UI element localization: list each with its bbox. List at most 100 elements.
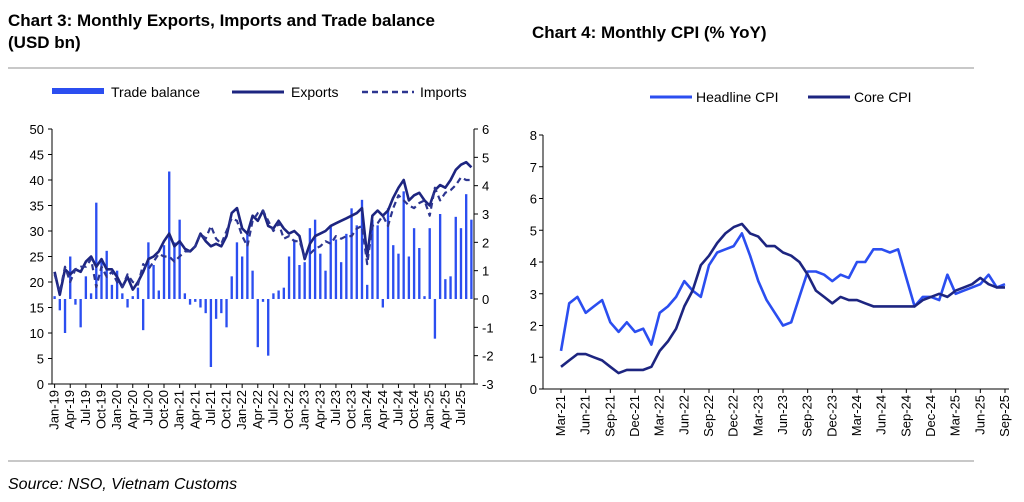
y-left-tick-label: 40 [30, 173, 44, 188]
top-divider [8, 67, 974, 69]
y-tick-label: 8 [530, 128, 537, 143]
x-tick-label: Apr-24 [375, 390, 390, 429]
x-tick-label: Jan-23 [297, 390, 312, 430]
x-tick-label: Jul-20 [140, 390, 155, 425]
x-tick-label: Sep-22 [701, 395, 716, 437]
x-tick-label: Jan-25 [422, 390, 437, 430]
trade-balance-bar [115, 270, 119, 299]
trade-balance-bar [162, 245, 166, 299]
trade-balance-bar [397, 253, 400, 299]
x-tick-label: Jan-24 [359, 390, 374, 430]
y-left-tick-label: 5 [37, 352, 44, 367]
x-tick-label: Sep-24 [898, 395, 913, 437]
trade-balance-bar [152, 265, 155, 299]
x-tick-label: Mar-23 [750, 395, 765, 436]
x-tick-label: Oct-23 [344, 390, 359, 429]
x-tick-label: Apr-19 [62, 390, 77, 429]
source-note: Source: NSO, Vietnam Customs [8, 476, 238, 493]
trade-balance-bar [89, 293, 93, 299]
legend-label-trade-balance: Trade balance [111, 84, 200, 100]
y-left-tick-label: 35 [30, 199, 44, 214]
chart3-title: Chart 3: Monthly Exports, Imports and Tr… [8, 11, 435, 52]
y-right-tick-label: 6 [482, 122, 489, 137]
legend-label-imports: Imports [420, 84, 467, 100]
trade-balance-bar [313, 219, 317, 299]
trade-balance-bar [433, 299, 437, 339]
trade-balance-bar [136, 287, 140, 299]
chart4-plot: Headline CPI Core CPI 0 1 2 3 4 5 6 7 8 Mar-21 Jun… [530, 89, 1012, 437]
y-tick-label: 3 [530, 287, 537, 302]
trade-balance-bar [339, 262, 343, 299]
x-tick-label: Mar-21 [553, 395, 568, 436]
trade-balance-bar [256, 299, 259, 348]
trade-balance-bar [147, 242, 150, 299]
trade-balance-bar [392, 245, 395, 299]
legend-label-core-cpi: Core CPI [854, 89, 912, 105]
x-tick-label: Sep-25 [997, 395, 1012, 437]
x-tick-label: Apr-22 [250, 390, 265, 429]
trade-balance-bar [74, 299, 77, 305]
trade-balance-bar [214, 299, 218, 319]
trade-balance-bar [459, 228, 463, 299]
y-tick-label: 7 [530, 160, 537, 175]
y-right-tick-label: 5 [482, 150, 489, 165]
y-left-tick-label: 10 [30, 326, 44, 341]
trade-balance-bar [69, 256, 72, 299]
chart4-title: Chart 4: Monthly CPI (% YoY) [532, 23, 767, 42]
y-tick-label: 0 [530, 382, 537, 397]
trade-balance-bar [110, 284, 114, 299]
trade-balance-bar [272, 293, 275, 299]
y-right-tick-label: 2 [482, 235, 489, 250]
x-tick-label: Oct-20 [156, 390, 171, 429]
trade-balance-bar [142, 299, 145, 331]
x-tick-label: Jul-19 [78, 390, 93, 425]
x-tick-label: Jul-24 [390, 390, 405, 425]
x-tick-label: Jul-22 [265, 390, 280, 425]
x-tick-label: Dec-21 [627, 395, 642, 437]
x-tick-label: Jan-21 [172, 390, 187, 430]
trade-balance-bar [183, 293, 187, 299]
trade-balance-bar [235, 242, 239, 299]
x-tick-label: Dec-22 [726, 395, 741, 437]
trade-balance-bar [58, 299, 61, 311]
x-tick-label: Dec-23 [824, 395, 839, 437]
y-tick-label: 5 [530, 223, 537, 238]
x-tick-label: Jan-19 [47, 390, 62, 430]
trade-balance-bar [381, 299, 384, 308]
x-tick-label: Mar-22 [652, 395, 667, 436]
x-tick-label: Jul-25 [453, 390, 468, 425]
y-right-tick-label: -1 [482, 320, 494, 335]
trade-balance-bar [407, 256, 411, 299]
x-tick-label: Dec-24 [923, 395, 938, 437]
x-tick-label: Apr-23 [312, 390, 327, 429]
y-tick-label: 1 [530, 350, 537, 365]
trade-balance-bar [225, 299, 228, 328]
y-left-tick-label: 45 [30, 148, 44, 163]
trade-balance-bar [267, 299, 270, 356]
trade-balance-bar [126, 299, 129, 308]
chart4-legend: Headline CPI Core CPI [650, 89, 912, 105]
trade-balance-bar [240, 256, 244, 299]
x-tick-label: Apr-21 [187, 390, 202, 429]
trade-balance-bar [277, 290, 280, 299]
trade-balance-bar [418, 248, 421, 299]
trade-balance-bar [402, 191, 405, 299]
trade-balance-bar [319, 253, 322, 299]
trade-balance-bar [350, 208, 353, 299]
x-tick-label: Apr-25 [437, 390, 452, 429]
trade-balance-bar [63, 299, 67, 333]
y-right-tick-label: 0 [482, 292, 489, 307]
x-tick-label: Mar-24 [849, 395, 864, 436]
y-right-tick-label: 4 [482, 179, 489, 194]
trade-balance-bar [53, 296, 56, 299]
trade-balance-bar [334, 239, 338, 299]
trade-balance-bar [355, 225, 358, 299]
x-tick-label: Oct-19 [93, 390, 108, 429]
legend-swatch-trade-balance [52, 88, 104, 94]
trade-balance-bar [376, 225, 379, 299]
y-left-tick-label: 0 [37, 377, 44, 392]
x-tick-label: Jun-21 [578, 395, 593, 435]
trade-balance-bar [329, 225, 332, 299]
trade-balance-bar [428, 228, 431, 299]
trade-balance-bar [79, 299, 82, 328]
